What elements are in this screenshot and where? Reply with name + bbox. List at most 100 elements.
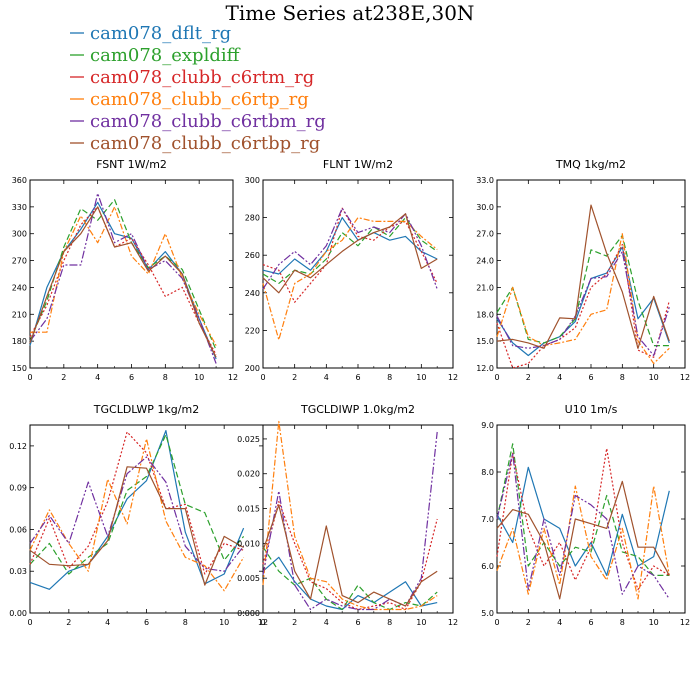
legend-label: cam078_clubb_c6rtbp_rg — [90, 133, 320, 154]
chart-panel: TMQ 1kg/m2 0 2 4 6 8 10 12 12.0 15.0 18.0 21.0 24.0 2… — [476, 158, 690, 382]
x-tick-label: 2 — [66, 618, 71, 627]
y-tick-label: 360 — [12, 176, 27, 185]
y-tick-label: 240 — [245, 289, 260, 298]
y-tick-label: 15.0 — [476, 337, 494, 346]
y-tick-label: 18.0 — [476, 310, 494, 319]
y-tick-label: 5.0 — [481, 609, 494, 618]
legend-label: cam078_expldiff — [90, 45, 241, 66]
y-tick-label: 300 — [245, 176, 260, 185]
x-tick-label: 4 — [324, 373, 329, 382]
series-line — [29, 466, 244, 586]
chart-panels: FSNT 1W/m20 2 4 6 8 10 12150180210240270300330… — [9, 158, 690, 627]
x-tick-label: 8 — [183, 618, 188, 627]
y-tick-label: 240 — [12, 283, 27, 292]
series-line — [29, 456, 245, 572]
x-tick-label: 8 — [620, 618, 625, 627]
x-tick-label: 4 — [105, 618, 110, 627]
x-tick-label: 8 — [163, 373, 168, 382]
x-tick-label: 12 — [258, 618, 268, 627]
legend-entry: cam078_clubb_c6rtm_rg — [70, 67, 314, 88]
y-tick-label: 330 — [12, 203, 27, 212]
x-tick-label: 12 — [680, 373, 690, 382]
x-tick-label: 2 — [526, 373, 531, 382]
x-tick-label: 12 — [448, 618, 458, 627]
x-tick-label: 4 — [557, 373, 562, 382]
panel-title: FLNT 1W/m2 — [323, 158, 393, 171]
y-tick-label: 6.0 — [481, 562, 494, 571]
series-line — [496, 243, 670, 369]
x-tick-label: 0 — [27, 618, 32, 627]
x-tick-label: 2 — [526, 618, 531, 627]
chart-panel: TGCLDLWP 1kg/m2 0 2 4 6 8 10 12 0.00 0.03 0.06 0.09… — [9, 403, 268, 627]
x-tick-label: 4 — [324, 618, 329, 627]
x-tick-label: 10 — [219, 618, 229, 627]
legend-label: cam078_clubb_c6rtm_rg — [90, 67, 314, 88]
x-tick-label: 10 — [194, 373, 204, 382]
y-tick-label: 0.000 — [237, 609, 260, 618]
legend-entry: cam078_clubb_c6rtbm_rg — [70, 111, 326, 132]
series-line — [496, 251, 670, 357]
x-tick-label: 4 — [95, 373, 100, 382]
x-tick-label: 12 — [228, 373, 238, 382]
legend-entry: cam078_clubb_c6rtbp_rg — [70, 133, 320, 154]
y-tick-label: 0.025 — [237, 435, 260, 444]
legend-entry: cam078_dflt_rg — [70, 23, 231, 44]
y-tick-label: 0.09 — [9, 484, 27, 493]
series-line — [262, 504, 438, 607]
y-tick-label: 33.0 — [476, 176, 494, 185]
legend-label: cam078_dflt_rg — [90, 23, 231, 44]
x-tick-label: 2 — [61, 373, 66, 382]
y-tick-label: 0.015 — [237, 505, 260, 514]
series-line — [29, 434, 245, 575]
x-tick-label: 12 — [680, 618, 690, 627]
y-tick-label: 8.0 — [481, 468, 494, 477]
x-tick-label: 0 — [27, 373, 32, 382]
series-line — [496, 443, 670, 577]
series-line — [262, 546, 438, 611]
x-tick-label: 12 — [448, 373, 458, 382]
series-line — [496, 447, 670, 591]
series-line — [262, 556, 438, 611]
x-tick-label: 6 — [588, 373, 593, 382]
legend-entry: cam078_clubb_c6rtp_rg — [70, 89, 309, 110]
y-tick-label: 30.0 — [476, 203, 494, 212]
series-line — [29, 192, 217, 364]
y-tick-label: 300 — [12, 230, 27, 239]
x-tick-label: 10 — [649, 618, 659, 627]
y-tick-label: 0.020 — [237, 470, 260, 479]
chart-panel: FSNT 1W/m2 0 2 4 6 8 10 12 150 180 210 240 270 300 330… — [12, 158, 238, 382]
x-tick-label: 10 — [416, 618, 426, 627]
y-tick-label: 150 — [12, 364, 27, 373]
series-line — [29, 206, 217, 358]
series-line — [30, 206, 217, 346]
x-tick-label: 4 — [557, 618, 562, 627]
series-line — [29, 199, 217, 351]
y-tick-label: 0.03 — [9, 567, 27, 576]
y-tick-label: 24.0 — [476, 257, 494, 266]
series-line — [29, 430, 245, 590]
series-line — [29, 206, 217, 355]
panel-title: FSNT 1W/m2 — [96, 158, 167, 171]
series-line — [262, 207, 438, 290]
x-tick-label: 8 — [387, 618, 392, 627]
x-tick-label: 6 — [588, 618, 593, 627]
y-tick-label: 220 — [245, 326, 260, 335]
x-tick-label: 0 — [260, 373, 265, 382]
x-tick-label: 2 — [292, 373, 297, 382]
series-line — [262, 501, 438, 611]
y-tick-label: 260 — [245, 251, 260, 260]
y-tick-label: 9.0 — [481, 421, 494, 430]
chart-panel: FLNT 1W/m2 0 2 4 6 8 10 12 200 220 240 260 280 300 — [245, 158, 458, 382]
x-tick-label: 6 — [144, 618, 149, 627]
y-tick-label: 280 — [245, 214, 260, 223]
chart-panel: U10 1m/s 0 2 4 6 8 10 12 5.0 6.0 7.0 8.0 9.0 — [481, 403, 690, 627]
x-tick-label: 8 — [620, 373, 625, 382]
y-tick-label: 7.0 — [481, 515, 494, 524]
panel-title: TMQ 1kg/m2 — [555, 158, 626, 171]
y-tick-label: 27.0 — [476, 230, 494, 239]
x-tick-label: 10 — [649, 373, 659, 382]
series-line — [496, 246, 670, 357]
x-tick-label: 8 — [387, 373, 392, 382]
series-line — [262, 431, 438, 611]
x-tick-label: 0 — [494, 618, 499, 627]
